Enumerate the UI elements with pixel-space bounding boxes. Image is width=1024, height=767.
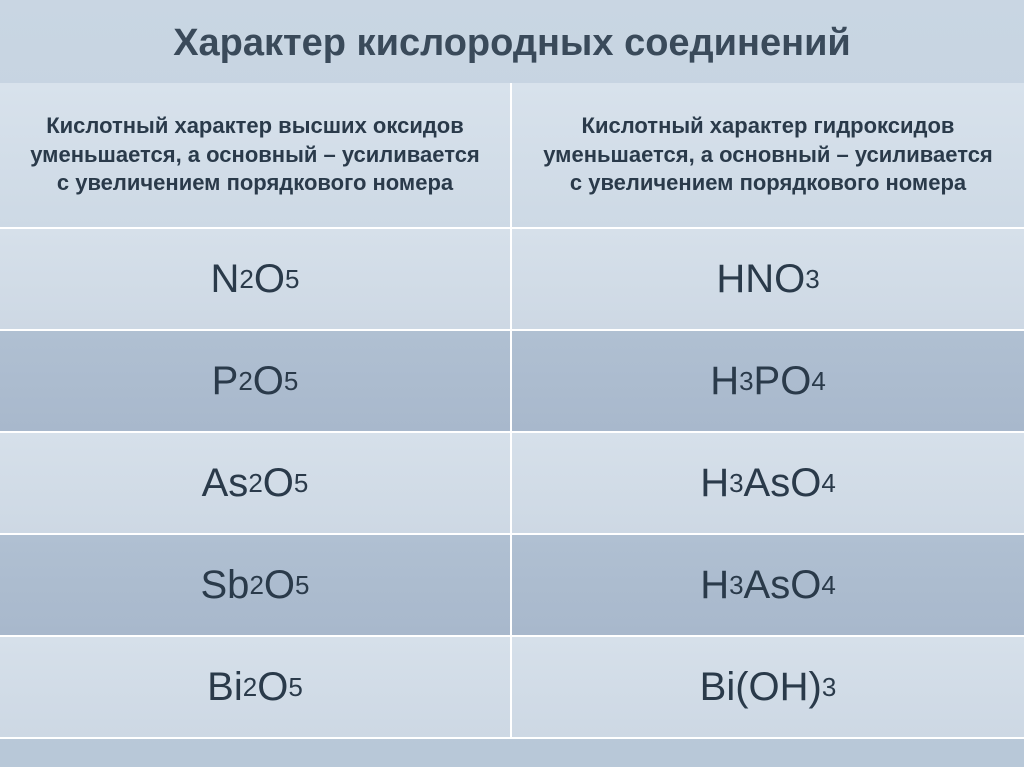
- hydroxide-cell: H3PO4: [512, 331, 1024, 433]
- column-header-oxides: Кислотный характер высших оксидов уменьш…: [0, 83, 512, 229]
- hydroxide-cell: H3AsO4: [512, 535, 1024, 637]
- column-header-hydroxides: Кислотный характер гидроксидов уменьшает…: [512, 83, 1024, 229]
- page-title: Характер кислородных соединений: [0, 0, 1024, 83]
- oxide-cell: As2O5: [0, 433, 512, 535]
- oxide-cell: Sb2O5: [0, 535, 512, 637]
- hydroxide-cell: H3AsO4: [512, 433, 1024, 535]
- table-row: Sb2O5 H3AsO4: [0, 535, 1024, 637]
- compound-table: Кислотный характер высших оксидов уменьш…: [0, 83, 1024, 739]
- hydroxide-cell: HNO3: [512, 229, 1024, 331]
- table-header-row: Кислотный характер высших оксидов уменьш…: [0, 83, 1024, 229]
- table-row: As2O5 H3AsO4: [0, 433, 1024, 535]
- hydroxide-cell: Bi(OH)3: [512, 637, 1024, 739]
- oxide-cell: P2O5: [0, 331, 512, 433]
- oxide-cell: Bi2O5: [0, 637, 512, 739]
- table-row: P2O5 H3PO4: [0, 331, 1024, 433]
- table-row: Bi2O5 Bi(OH)3: [0, 637, 1024, 739]
- table-row: N2O5 HNO3: [0, 229, 1024, 331]
- oxide-cell: N2O5: [0, 229, 512, 331]
